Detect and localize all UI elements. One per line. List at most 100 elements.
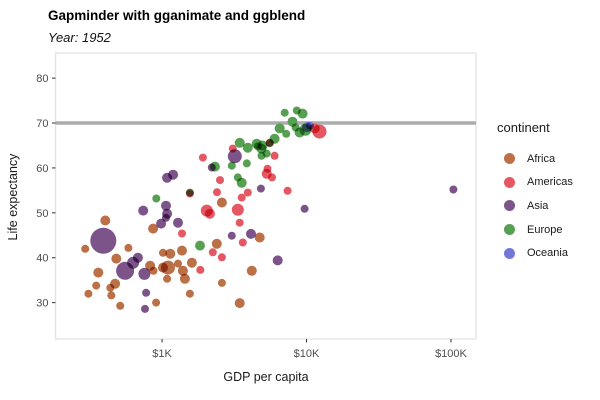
point-americas bbox=[216, 176, 224, 185]
point-asia bbox=[141, 304, 149, 313]
point-europe bbox=[234, 137, 245, 148]
point-asia bbox=[300, 204, 309, 213]
point-americas bbox=[263, 164, 272, 173]
point-europe bbox=[152, 194, 161, 203]
point-asia bbox=[272, 255, 283, 266]
legend-title: continent bbox=[497, 120, 550, 135]
point-asia bbox=[227, 149, 242, 164]
point-europe bbox=[185, 188, 194, 197]
point-asia bbox=[142, 288, 151, 297]
y-axis-title: Life expectancy bbox=[6, 153, 20, 241]
legend-swatch-icon bbox=[504, 200, 515, 212]
point-asia bbox=[156, 218, 167, 229]
y-tick-label: 80 bbox=[36, 73, 48, 85]
point-americas bbox=[231, 203, 244, 216]
legend-items: Africa Americas Asia Europe Oceania bbox=[497, 147, 573, 265]
point-europe bbox=[291, 123, 300, 132]
legend-item-asia: Asia bbox=[497, 194, 573, 218]
point-asia bbox=[256, 184, 265, 193]
point-africa bbox=[84, 289, 93, 298]
point-europe bbox=[265, 139, 274, 148]
y-tick-label: 30 bbox=[36, 298, 48, 310]
legend-swatch-icon bbox=[504, 247, 515, 259]
chart-subtitle: Year: 1952 bbox=[48, 30, 111, 45]
point-europe bbox=[280, 108, 289, 117]
point-africa bbox=[163, 274, 172, 283]
legend-item-label: Oceania bbox=[527, 247, 568, 260]
point-africa bbox=[152, 298, 161, 307]
point-americas bbox=[208, 248, 217, 257]
scatter-points bbox=[81, 106, 458, 313]
point-asia bbox=[168, 169, 179, 180]
point-africa bbox=[116, 301, 125, 310]
point-europe bbox=[233, 173, 242, 182]
point-americas bbox=[283, 186, 292, 195]
point-africa bbox=[81, 244, 90, 253]
legend-item-label: Asia bbox=[527, 199, 549, 212]
point-europe bbox=[242, 142, 253, 153]
point-europe bbox=[274, 123, 285, 134]
point-africa bbox=[124, 243, 133, 252]
legend-item-europe: Europe bbox=[497, 218, 573, 242]
point-europe bbox=[195, 240, 205, 251]
point-africa bbox=[186, 257, 197, 268]
point-americas bbox=[237, 193, 246, 202]
point-africa bbox=[185, 289, 194, 298]
point-africa bbox=[107, 291, 116, 300]
x-tick-label: $10K bbox=[294, 348, 320, 360]
point-europe bbox=[227, 161, 236, 170]
point-europe bbox=[209, 161, 220, 172]
legend-item-oceania: Oceania bbox=[497, 241, 573, 265]
point-africa bbox=[161, 260, 175, 275]
point-africa bbox=[179, 273, 190, 284]
point-africa bbox=[111, 253, 122, 264]
axis-ticks: 30 40 50 60 70 80 $1K $10K $100K bbox=[36, 73, 467, 360]
point-asia bbox=[90, 227, 117, 254]
legend-item-label: Americas bbox=[527, 176, 573, 189]
point-europe bbox=[242, 159, 251, 168]
point-africa bbox=[211, 238, 222, 249]
legend-swatch-icon bbox=[504, 176, 515, 188]
point-asia bbox=[162, 208, 173, 219]
y-tick-label: 40 bbox=[36, 253, 48, 265]
point-europe bbox=[282, 129, 291, 138]
point-africa bbox=[177, 265, 188, 276]
point-americas bbox=[198, 153, 207, 162]
point-africa bbox=[159, 248, 167, 257]
point-africa bbox=[216, 197, 227, 208]
point-europe bbox=[253, 142, 262, 151]
point-asia bbox=[161, 200, 171, 211]
point-americas bbox=[235, 218, 244, 227]
legend-item-label: Europe bbox=[527, 223, 563, 236]
legend-swatch-icon bbox=[504, 224, 515, 236]
legend-swatch-icon bbox=[504, 153, 515, 165]
point-africa bbox=[217, 278, 226, 287]
point-asia bbox=[138, 267, 151, 280]
point-asia bbox=[138, 205, 149, 216]
point-africa bbox=[234, 298, 245, 309]
legend-item-americas: Americas bbox=[497, 171, 573, 195]
y-tick-label: 70 bbox=[36, 118, 48, 130]
point-africa bbox=[148, 223, 159, 234]
point-americas bbox=[270, 151, 279, 160]
point-africa bbox=[254, 232, 265, 243]
point-africa bbox=[177, 245, 187, 256]
point-americas bbox=[238, 238, 247, 247]
legend-item-label: Africa bbox=[527, 152, 556, 165]
x-axis-title: GDP per capita bbox=[223, 370, 309, 384]
point-africa bbox=[174, 259, 182, 268]
point-asia bbox=[449, 185, 458, 194]
point-africa bbox=[106, 283, 115, 292]
chart-title: Gapminder with gganimate and ggblend bbox=[48, 8, 306, 23]
point-africa bbox=[149, 266, 158, 275]
point-asia bbox=[132, 252, 143, 263]
y-tick-label: 50 bbox=[36, 208, 48, 220]
point-americas bbox=[213, 188, 221, 197]
point-europe bbox=[297, 108, 308, 119]
x-tick-label: $1K bbox=[152, 348, 172, 360]
point-americas bbox=[200, 204, 213, 217]
x-tick-label: $100K bbox=[435, 348, 467, 360]
point-asia bbox=[173, 217, 183, 228]
